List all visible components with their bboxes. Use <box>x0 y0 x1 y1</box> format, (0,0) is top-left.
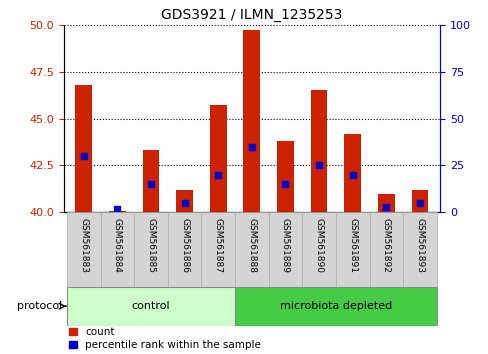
Text: GSM561887: GSM561887 <box>213 218 222 273</box>
Text: control: control <box>131 301 170 311</box>
Bar <box>277 141 293 212</box>
Bar <box>335 212 369 287</box>
Bar <box>402 212 436 287</box>
Bar <box>75 85 92 212</box>
Bar <box>67 212 101 287</box>
Bar <box>109 211 125 212</box>
Bar <box>134 212 167 287</box>
Text: GSM561884: GSM561884 <box>113 218 122 273</box>
Bar <box>235 287 436 326</box>
Point <box>113 206 121 211</box>
Text: GSM561892: GSM561892 <box>381 218 390 273</box>
Point <box>80 153 87 159</box>
Bar <box>369 212 402 287</box>
Text: microbiota depleted: microbiota depleted <box>279 301 391 311</box>
Bar <box>411 190 427 212</box>
Bar <box>243 30 260 212</box>
Bar <box>377 194 394 212</box>
Bar <box>176 190 193 212</box>
Bar <box>344 133 360 212</box>
Point <box>180 200 188 206</box>
Bar <box>302 212 335 287</box>
Point <box>214 172 222 178</box>
Point <box>348 172 356 178</box>
Point <box>415 200 423 206</box>
Bar <box>268 212 302 287</box>
Text: GSM561886: GSM561886 <box>180 218 189 273</box>
Text: GSM561889: GSM561889 <box>281 218 289 273</box>
Point <box>147 181 155 187</box>
Bar <box>310 90 327 212</box>
Text: GSM561891: GSM561891 <box>347 218 356 273</box>
Text: protocol: protocol <box>17 301 62 311</box>
Text: GSM561888: GSM561888 <box>247 218 256 273</box>
Bar <box>201 212 235 287</box>
Text: GSM561883: GSM561883 <box>79 218 88 273</box>
Bar <box>235 212 268 287</box>
Point <box>382 204 389 210</box>
Bar <box>142 150 159 212</box>
Text: GSM561885: GSM561885 <box>146 218 155 273</box>
Point <box>247 144 255 149</box>
Point <box>315 162 323 168</box>
Bar <box>209 105 226 212</box>
Bar <box>167 212 201 287</box>
Bar <box>67 287 235 326</box>
Text: GSM561893: GSM561893 <box>415 218 424 273</box>
Point <box>281 181 289 187</box>
Bar <box>101 212 134 287</box>
Title: GDS3921 / ILMN_1235253: GDS3921 / ILMN_1235253 <box>161 8 342 22</box>
Text: GSM561890: GSM561890 <box>314 218 323 273</box>
Legend: count, percentile rank within the sample: count, percentile rank within the sample <box>69 327 261 350</box>
